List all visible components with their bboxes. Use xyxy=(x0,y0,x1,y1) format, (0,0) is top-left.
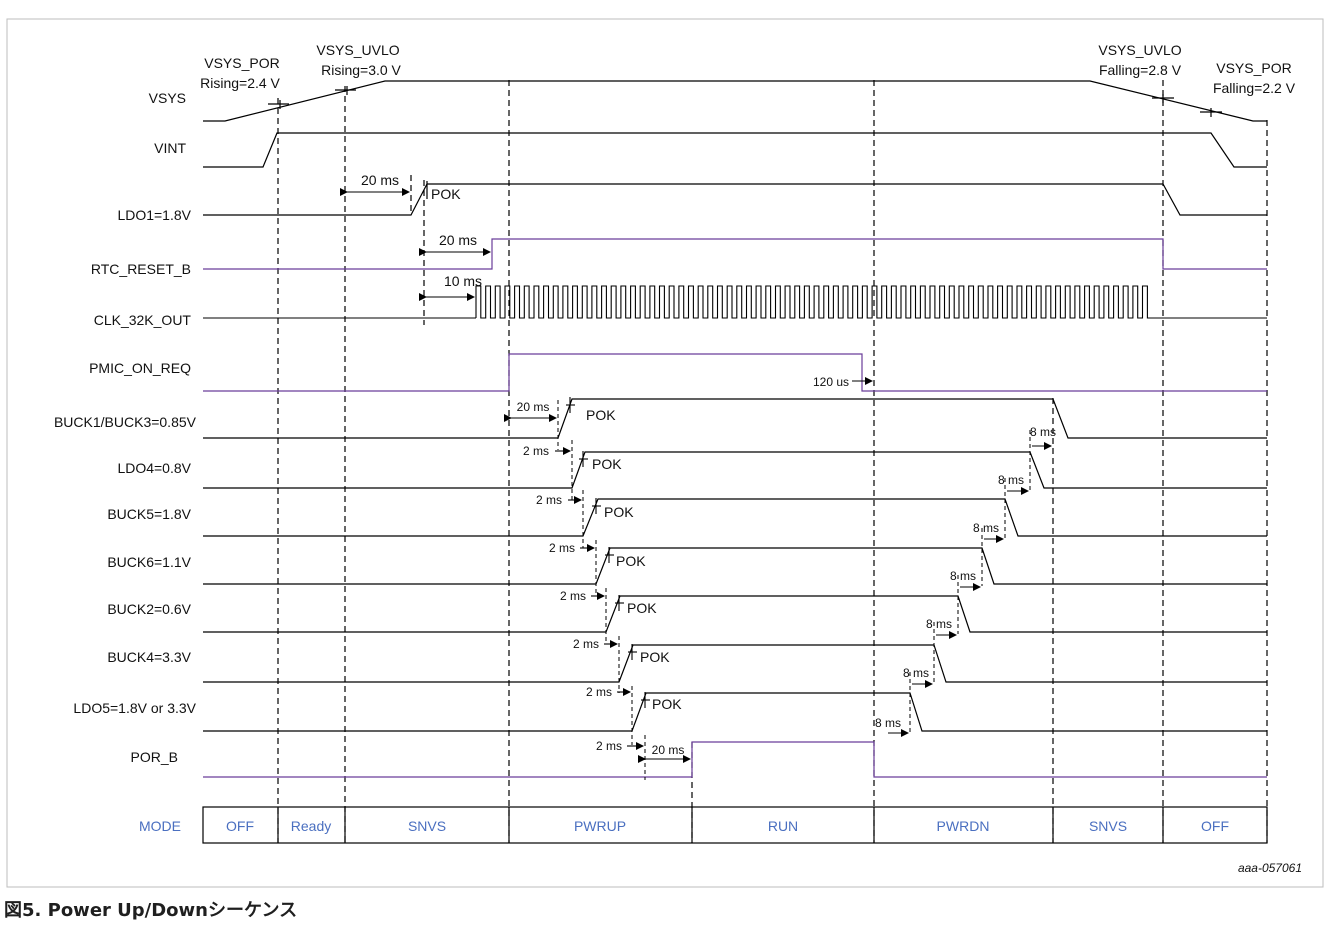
caption-bar xyxy=(0,888,1330,932)
vsys-por-rising-value: Rising=2.4 V xyxy=(200,75,280,91)
timing-text: 20 ms POK 20 ms 10 ms 120 us 20 ms POK P… xyxy=(361,172,1056,757)
waveforms xyxy=(203,80,1267,216)
signal-label-ldo5: LDO5=1.8V or 3.3V xyxy=(73,700,196,716)
signal-labels: VSYS VINT LDO1=1.8V RTC_RESET_B CLK_32K_… xyxy=(54,90,197,765)
wave-buck4 xyxy=(203,644,1267,683)
signal-label-buck2: BUCK2=0.6V xyxy=(107,601,191,617)
mode-run: RUN xyxy=(768,818,798,834)
signal-label-vint: VINT xyxy=(154,140,186,156)
vsys-uvlo-rising-value: Rising=3.0 V xyxy=(321,62,401,78)
label-pmic-off-delay: 120 us xyxy=(813,375,849,389)
label-buck2-on-delay: 2 ms xyxy=(560,589,586,603)
label-buck4-off-delay: 8 ms xyxy=(903,666,929,680)
accent-waveforms xyxy=(203,238,1267,778)
mode-pwrdn: PWRDN xyxy=(937,818,990,834)
signal-label-vsys: VSYS xyxy=(149,90,186,106)
label-buck1-pok: POK xyxy=(586,407,616,423)
label-buck4-pok: POK xyxy=(640,649,670,665)
label-buck4-on-delay: 2 ms xyxy=(573,637,599,651)
label-buck6-pok: POK xyxy=(616,553,646,569)
signal-label-rtc-reset-b: RTC_RESET_B xyxy=(91,261,191,277)
wave-buck5 xyxy=(203,498,1267,537)
mode-off: OFF xyxy=(226,818,254,834)
label-ldo1-pok: POK xyxy=(431,186,461,202)
vsys-por-falling-value: Falling=2.2 V xyxy=(1213,80,1296,96)
label-por-b-on-delay: 2 ms xyxy=(596,739,622,753)
vsys-threshold-ticks xyxy=(268,86,1222,117)
label-buck1-delay: 20 ms xyxy=(517,400,550,414)
mode-off-2: OFF xyxy=(1201,818,1229,834)
wave-pmic-on-req xyxy=(203,353,1267,392)
wave-ldo4 xyxy=(203,451,1267,489)
signal-label-pmic-on-req: PMIC_ON_REQ xyxy=(89,360,191,376)
label-ldo4-on-delay: 2 ms xyxy=(523,444,549,458)
wave-vsys xyxy=(203,80,1267,122)
wave-ldo1 xyxy=(203,183,1267,216)
label-buck2-off-delay: 8 ms xyxy=(926,617,952,631)
signal-label-buck5: BUCK5=1.8V xyxy=(107,506,191,522)
threshold-annotations: VSYS_POR Rising=2.4 V VSYS_UVLO Rising=3… xyxy=(200,42,1296,96)
wave-vint xyxy=(203,132,1267,168)
vsys-uvlo-falling-value: Falling=2.8 V xyxy=(1099,62,1182,78)
label-ldo4-off-delay: 8 ms xyxy=(998,473,1024,487)
label-buck5-on-delay: 2 ms xyxy=(536,493,562,507)
wave-por-b xyxy=(203,741,1267,778)
wave-clk-32k-out xyxy=(475,285,1159,319)
mode-row-box xyxy=(202,806,1268,844)
signal-label-buck6: BUCK6=1.1V xyxy=(107,554,191,570)
label-ldo4-pok: POK xyxy=(592,456,622,472)
label-ldo1-delay: 20 ms xyxy=(361,172,399,188)
label-por-b-delay: 20 ms xyxy=(652,743,685,757)
signal-label-clk-32k-out: CLK_32K_OUT xyxy=(94,312,192,328)
vsys-uvlo-falling-name: VSYS_UVLO xyxy=(1098,42,1181,58)
figure-id: aaa-057061 xyxy=(1238,861,1302,875)
signal-label-ldo1: LDO1=1.8V xyxy=(117,207,191,223)
signal-label-buck4: BUCK4=3.3V xyxy=(107,649,191,665)
label-ldo5-pok: POK xyxy=(652,696,682,712)
label-ldo5-off-delay: 8 ms xyxy=(875,716,901,730)
label-buck6-on-delay: 2 ms xyxy=(549,541,575,555)
signal-label-buck1-buck3: BUCK1/BUCK3=0.85V xyxy=(54,414,197,430)
figure-border xyxy=(6,18,1324,888)
mode-row: MODE OFF Ready SNVS PWRUP RUN PWRDN SNVS… xyxy=(139,806,1268,844)
label-rtc-delay: 20 ms xyxy=(439,232,477,248)
vsys-uvlo-rising-name: VSYS_UVLO xyxy=(316,42,399,58)
vsys-por-rising-name: VSYS_POR xyxy=(204,55,279,71)
label-ldo5-on-delay: 2 ms xyxy=(586,685,612,699)
wave-buck1-buck3 xyxy=(203,398,1267,439)
signal-label-ldo4: LDO4=0.8V xyxy=(117,460,191,476)
wave-buck6 xyxy=(203,547,1267,585)
phase-boundaries xyxy=(277,80,1268,843)
mode-dividers xyxy=(277,807,1164,843)
transition-markers xyxy=(557,400,1031,780)
mode-ready: Ready xyxy=(291,818,331,834)
mode-row-label: MODE xyxy=(139,818,181,834)
mode-snvs: SNVS xyxy=(408,818,446,834)
label-buck5-off-delay: 8 ms xyxy=(973,521,999,535)
label-buck1-off-delay: 8 ms xyxy=(1030,425,1056,439)
pok-ticks xyxy=(566,397,650,708)
timing-arrows xyxy=(340,188,1052,763)
label-buck6-off-delay: 8 ms xyxy=(950,569,976,583)
label-buck5-pok: POK xyxy=(604,504,634,520)
signal-label-por-b: POR_B xyxy=(131,749,178,765)
label-clk-delay: 10 ms xyxy=(444,273,482,289)
wave-ldo5 xyxy=(203,692,1267,732)
mode-snvs-2: SNVS xyxy=(1089,818,1127,834)
wave-rtc-reset-b xyxy=(203,238,1267,270)
wave-buck2 xyxy=(203,595,1267,633)
label-buck2-pok: POK xyxy=(627,600,657,616)
mode-pwrup: PWRUP xyxy=(574,818,626,834)
regulator-waveforms xyxy=(203,398,1267,732)
vsys-por-falling-name: VSYS_POR xyxy=(1216,60,1291,76)
figure-caption: 図5. Power Up/Downシーケンス xyxy=(4,900,297,921)
clock-waveform xyxy=(203,285,1267,319)
